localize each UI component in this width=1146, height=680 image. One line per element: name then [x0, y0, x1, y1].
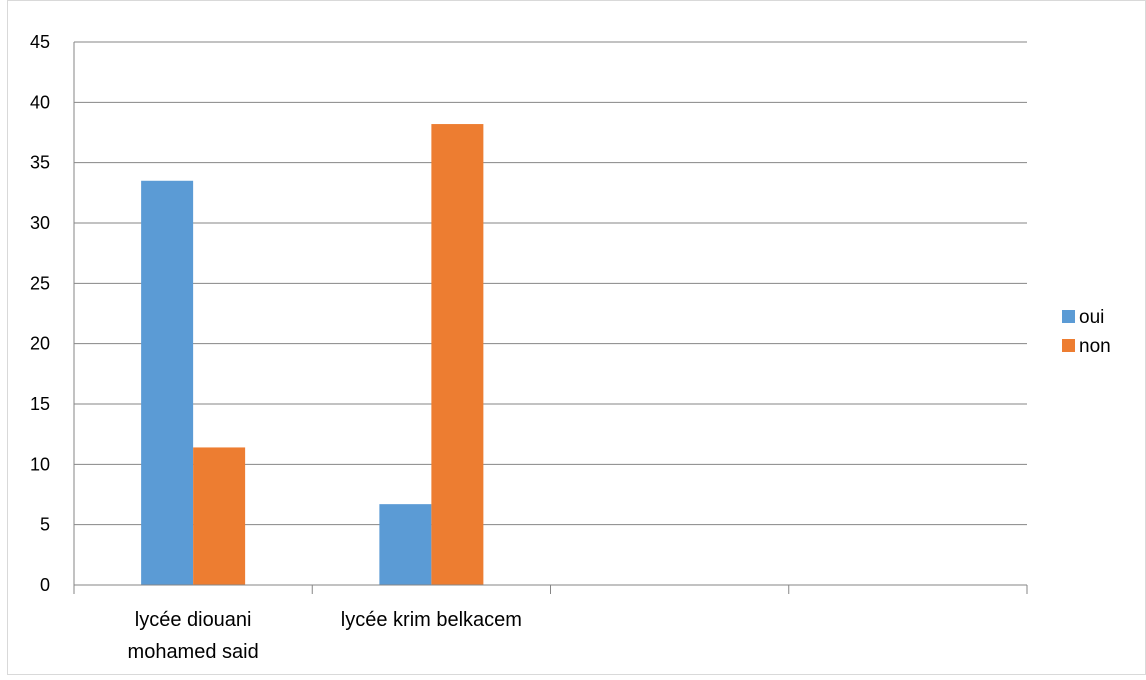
x-tick-label: lycée krim belkacem	[341, 609, 522, 631]
y-tick-label: 0	[40, 575, 50, 595]
y-tick-label: 45	[30, 32, 50, 52]
bar-non	[431, 124, 484, 585]
bars	[141, 124, 484, 585]
legend-label-oui: oui	[1079, 307, 1104, 328]
y-tick-label: 35	[30, 153, 50, 173]
legend-swatch-non	[1062, 339, 1075, 352]
bar-oui	[379, 504, 432, 585]
y-tick-label: 40	[30, 92, 50, 112]
y-tick-label: 30	[30, 213, 50, 233]
legend-label-non: non	[1079, 336, 1111, 357]
y-tick-label: 15	[30, 394, 50, 414]
bar-oui	[141, 180, 194, 585]
bar-non	[193, 447, 246, 585]
x-tick-labels: lycée diouani mohamed said lycée krim belk…	[128, 609, 522, 663]
y-tick-label: 10	[30, 454, 50, 474]
legend: oui non	[1062, 307, 1111, 357]
y-tick-label: 5	[40, 515, 50, 535]
y-tick-label: 20	[30, 334, 50, 354]
x-tick-label: lycée diouani	[135, 609, 252, 631]
axes	[73, 42, 1028, 594]
legend-swatch-oui	[1062, 310, 1075, 323]
y-tick-labels: 0 5 10 15 20 25 30 35 40 45	[30, 32, 50, 595]
x-tick-label: mohamed said	[128, 641, 259, 663]
y-tick-label: 25	[30, 273, 50, 293]
